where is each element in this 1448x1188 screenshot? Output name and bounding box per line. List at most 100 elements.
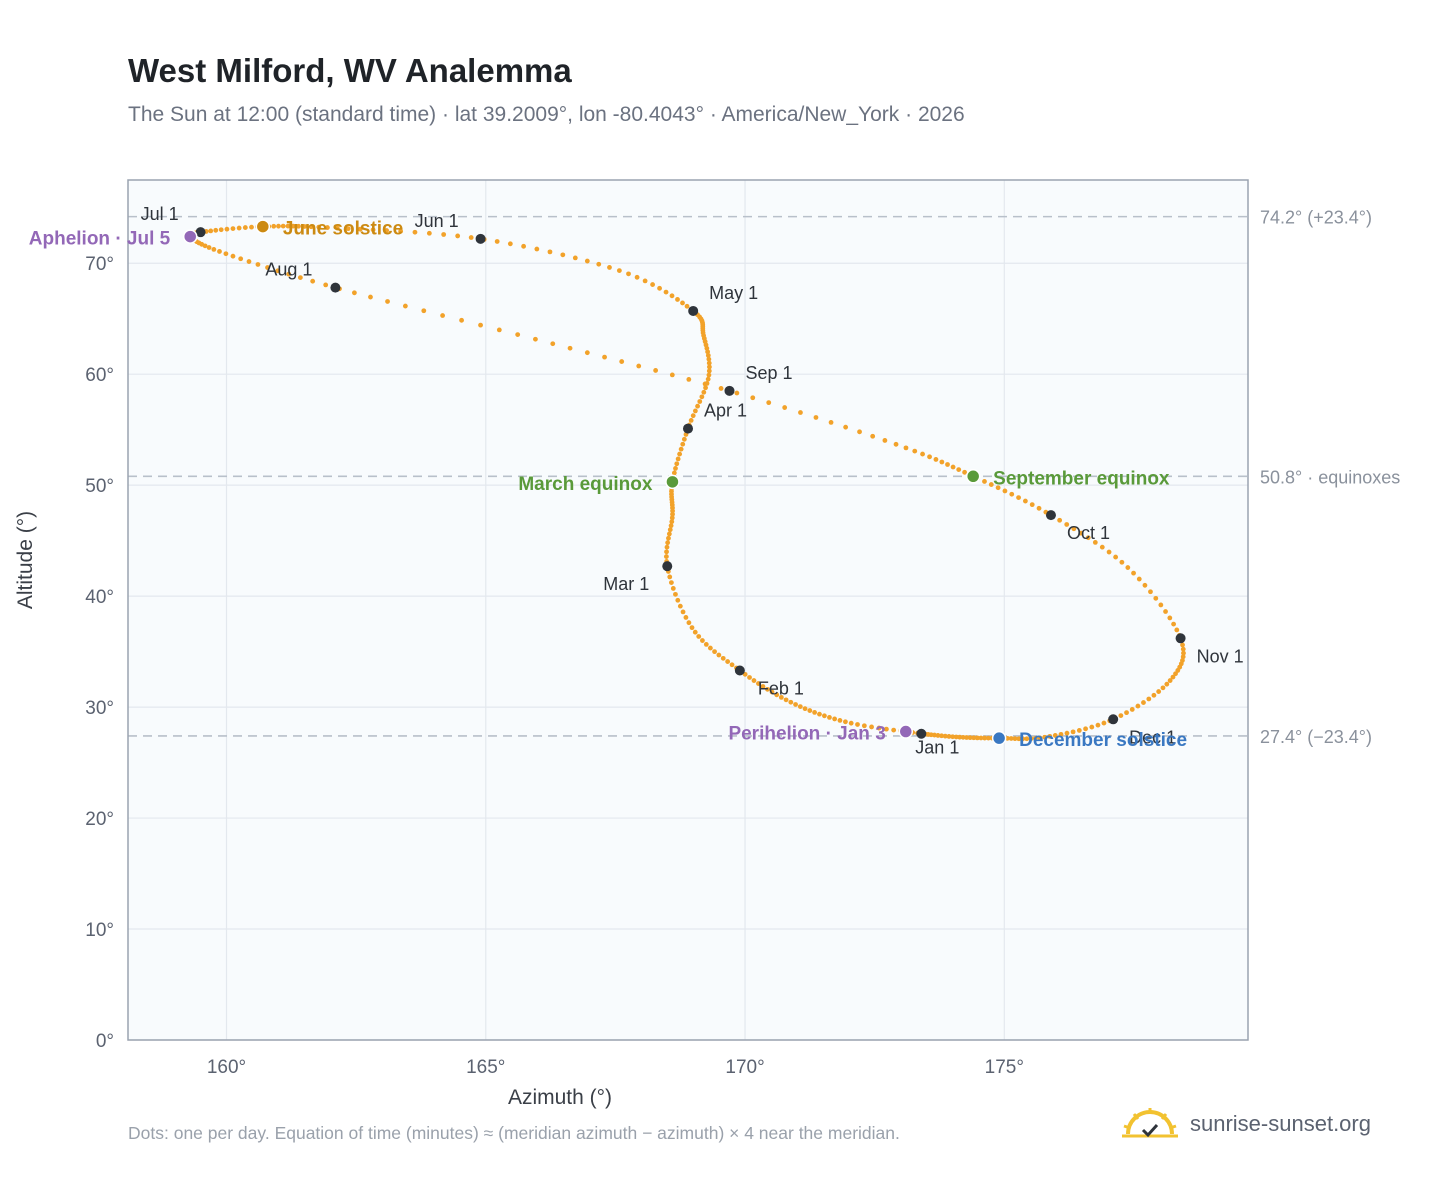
brand-name: sunrise-sunset.org — [1190, 1111, 1371, 1136]
day-dot — [903, 445, 909, 451]
month-label: Jun 1 — [415, 211, 459, 231]
day-dot — [265, 265, 270, 270]
day-dot — [1167, 678, 1173, 683]
event-marker — [255, 219, 271, 234]
month-label: Oct 1 — [1067, 523, 1110, 543]
day-dot — [675, 456, 681, 462]
day-dot — [224, 226, 230, 232]
y-tick-label: 40° — [85, 587, 114, 608]
day-dot — [310, 278, 316, 284]
day-dot — [701, 389, 707, 395]
day-dot — [843, 719, 848, 725]
day-dot — [246, 259, 252, 264]
event-marker — [182, 229, 198, 244]
day-dot — [950, 464, 956, 470]
day-dot — [572, 255, 578, 261]
day-dot — [967, 735, 973, 741]
day-dot — [933, 457, 939, 462]
day-dot — [217, 249, 222, 254]
day-dot — [1052, 733, 1058, 738]
day-dot — [946, 734, 952, 739]
month-label: Sep 1 — [745, 363, 792, 383]
day-dot — [602, 354, 607, 360]
footnote: Dots: one per day. Equation of time (min… — [128, 1123, 900, 1143]
day-dot — [837, 717, 843, 723]
day-dot — [1037, 735, 1043, 741]
day-dot — [1131, 570, 1136, 576]
day-dot — [1125, 565, 1131, 570]
x-tick-label: 170° — [725, 1057, 764, 1078]
day-dot — [1085, 535, 1091, 541]
sun-logo-icon — [1122, 1108, 1178, 1138]
day-dot — [626, 271, 631, 277]
day-dot — [441, 232, 447, 237]
y-tick-label: 50° — [85, 476, 114, 497]
day-dot — [560, 252, 566, 258]
month-markers: Jan 1 Feb 1 Mar 1 Apr 1 May 1 Jun 1 Jul 1 Aug 1… — [141, 204, 1244, 758]
day-dot — [813, 415, 819, 420]
day-dot — [960, 734, 966, 740]
day-dot — [334, 225, 340, 231]
day-dot — [398, 228, 404, 234]
day-dot — [765, 686, 770, 692]
day-dot — [238, 256, 244, 262]
day-dot — [584, 350, 590, 356]
day-dot — [769, 689, 775, 695]
day-dot — [681, 436, 687, 442]
day-dot — [1118, 713, 1124, 718]
day-dot — [1008, 736, 1014, 741]
day-dot — [700, 638, 705, 643]
event-marker — [665, 474, 680, 490]
month-label: Jan 1 — [915, 738, 959, 758]
day-dot — [1070, 729, 1076, 735]
month-marker — [195, 227, 206, 238]
day-dot — [271, 223, 277, 229]
brand[interactable]: sunrise-sunset.org — [1120, 1104, 1371, 1144]
day-dot — [206, 245, 212, 250]
day-dot — [788, 699, 794, 705]
day-dot — [1028, 736, 1034, 742]
day-dot — [1002, 488, 1008, 494]
day-dot — [817, 711, 822, 717]
day-dot — [882, 438, 888, 443]
reference-line-label: 74.2° (+23.4°) — [1260, 208, 1372, 228]
grid — [128, 180, 1248, 1041]
day-dot — [440, 313, 445, 318]
day-dot — [935, 733, 941, 738]
day-dot — [798, 410, 803, 415]
day-dot — [1135, 703, 1141, 709]
day-dot — [1032, 735, 1038, 741]
day-dot — [663, 554, 669, 559]
day-dot — [550, 341, 556, 347]
day-dot — [1071, 526, 1077, 532]
day-dot — [213, 227, 219, 233]
day-dot — [459, 317, 464, 323]
day-dot — [636, 363, 642, 369]
day-dot — [1129, 707, 1135, 712]
day-dot — [202, 243, 208, 249]
day-dot — [956, 467, 962, 473]
chart-subtitle: The Sun at 12:00 (standard time) · lat 3… — [128, 103, 965, 126]
day-dot — [296, 223, 301, 229]
day-dot — [385, 299, 390, 304]
day-dot — [962, 469, 968, 475]
day-dot — [855, 722, 860, 727]
day-dot — [286, 271, 292, 277]
day-dot — [783, 697, 789, 703]
day-dot — [870, 433, 876, 439]
day-dot — [680, 300, 685, 306]
day-dot — [1171, 621, 1176, 627]
day-dot — [368, 294, 373, 300]
day-dot — [1164, 681, 1170, 687]
y-tick-label: 20° — [85, 809, 114, 830]
day-dot — [421, 308, 427, 314]
day-dot — [680, 609, 686, 615]
day-dot — [939, 459, 945, 465]
day-dot — [705, 353, 711, 358]
day-dot — [657, 285, 662, 291]
day-dot — [255, 262, 261, 267]
day-dot — [666, 535, 671, 541]
day-dot — [677, 603, 683, 609]
day-dot — [950, 734, 956, 740]
